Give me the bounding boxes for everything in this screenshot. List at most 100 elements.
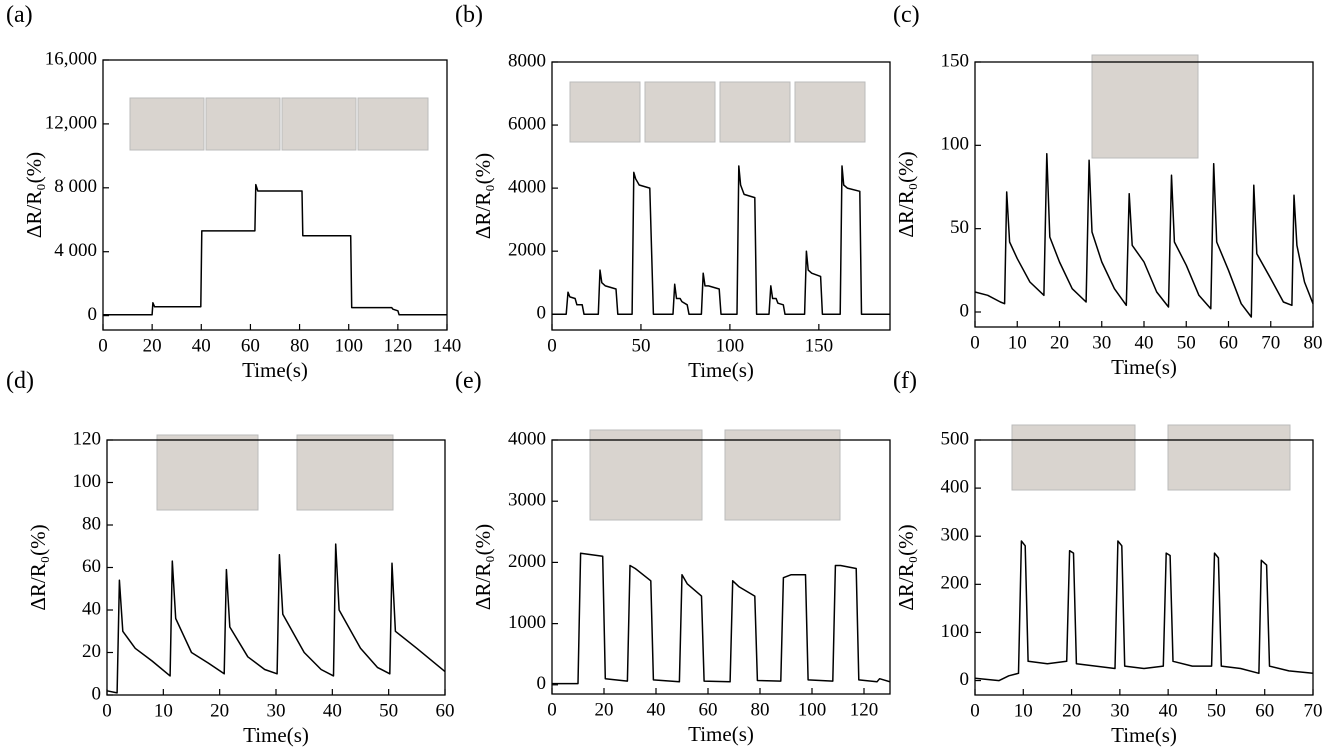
x-tick-label: 50 <box>379 700 398 721</box>
x-tick-label: 50 <box>1177 332 1196 353</box>
panel-label: (b) <box>455 2 483 28</box>
x-tick-label: 10 <box>1014 700 1033 721</box>
inset-photo <box>157 435 258 510</box>
y-tick-label: 100 <box>941 134 970 155</box>
panel-label: (f) <box>893 368 917 394</box>
y-tick-label: 50 <box>950 217 969 238</box>
x-tick-label: 20 <box>1050 332 1069 353</box>
x-tick-label: 40 <box>192 335 211 356</box>
y-tick-label: 80 <box>82 513 101 534</box>
panel-label: (a) <box>6 2 33 28</box>
x-tick-label: 40 <box>1159 700 1178 721</box>
y-axis-label: ΔR/R₀(%) <box>894 524 918 610</box>
x-tick-label: 150 <box>805 335 834 356</box>
panel-label: (d) <box>6 368 34 394</box>
x-tick-label: 140 <box>433 335 462 356</box>
data-line <box>107 544 445 693</box>
x-tick-label: 0 <box>970 700 980 721</box>
x-tick-label: 30 <box>1110 700 1129 721</box>
x-tick-label: 80 <box>751 699 770 720</box>
inset-photo <box>206 98 280 150</box>
y-tick-label: 400 <box>941 476 970 497</box>
panel-label: (e) <box>455 368 482 394</box>
inset-photo <box>1092 55 1198 158</box>
y-tick-label: 0 <box>92 683 102 704</box>
x-tick-label: 120 <box>384 335 413 356</box>
inset-photo <box>358 98 428 150</box>
y-axis-label: ΔR/R₀(%) <box>471 153 495 239</box>
y-tick-label: 200 <box>941 573 970 594</box>
y-tick-label: 12,000 <box>45 112 97 133</box>
x-tick-label: 20 <box>143 335 162 356</box>
y-axis-label: ΔR/R₀(%) <box>26 524 50 610</box>
y-tick-label: 150 <box>941 50 970 71</box>
x-tick-label: 70 <box>1304 700 1323 721</box>
y-tick-label: 0 <box>537 303 547 324</box>
data-line <box>552 166 890 314</box>
x-tick-label: 40 <box>1135 332 1154 353</box>
x-tick-label: 40 <box>323 700 342 721</box>
inset-photo <box>1012 425 1135 490</box>
y-tick-label: 6000 <box>508 113 546 134</box>
y-tick-label: 0 <box>960 300 970 321</box>
x-tick-label: 0 <box>98 335 108 356</box>
panel-label: (c) <box>893 2 920 28</box>
x-tick-label: 60 <box>241 335 260 356</box>
data-line <box>552 553 890 683</box>
y-tick-label: 100 <box>73 471 102 492</box>
x-tick-label: 50 <box>1207 700 1226 721</box>
y-axis-label: ΔR/R₀(%) <box>22 152 46 238</box>
figure: 02040608010012014004 0008 00012,00016,00… <box>0 0 1341 755</box>
x-tick-label: 30 <box>267 700 286 721</box>
x-tick-label: 100 <box>334 335 363 356</box>
x-tick-label: 10 <box>154 700 173 721</box>
y-tick-label: 8 000 <box>54 176 97 197</box>
inset-photo <box>725 430 840 520</box>
y-tick-label: 8000 <box>508 50 546 71</box>
y-tick-label: 20 <box>82 641 101 662</box>
y-tick-label: 60 <box>82 556 101 577</box>
inset-photo <box>645 82 715 142</box>
x-axis-label: Time(s) <box>243 723 309 747</box>
inset-photo <box>130 98 204 150</box>
x-tick-label: 20 <box>595 699 614 720</box>
inset-photo <box>720 82 790 142</box>
y-tick-label: 500 <box>941 428 970 449</box>
x-tick-label: 40 <box>647 699 666 720</box>
x-tick-label: 120 <box>850 699 879 720</box>
data-line <box>975 154 1313 317</box>
x-tick-label: 60 <box>1219 332 1238 353</box>
x-tick-label: 30 <box>1092 332 1111 353</box>
inset-photo <box>282 98 356 150</box>
y-tick-label: 0 <box>88 304 98 325</box>
y-tick-label: 4000 <box>508 176 546 197</box>
x-tick-label: 60 <box>436 700 455 721</box>
x-axis-label: Time(s) <box>688 358 754 382</box>
inset-photo <box>1168 425 1290 490</box>
x-tick-label: 80 <box>290 335 309 356</box>
y-tick-label: 16,000 <box>45 48 97 69</box>
inset-photo <box>570 82 640 142</box>
y-tick-label: 2000 <box>508 240 546 261</box>
x-axis-label: Time(s) <box>1111 723 1177 747</box>
x-axis-label: Time(s) <box>688 722 754 746</box>
x-axis-label: Time(s) <box>1111 355 1177 379</box>
y-tick-label: 3000 <box>508 490 546 511</box>
x-tick-label: 10 <box>1008 332 1027 353</box>
x-tick-label: 100 <box>716 335 745 356</box>
y-axis-label: ΔR/R₀(%) <box>471 524 495 610</box>
x-tick-label: 0 <box>547 699 557 720</box>
y-tick-label: 4 000 <box>54 240 97 261</box>
y-axis-label: ΔR/R₀(%) <box>894 151 918 237</box>
y-tick-label: 2000 <box>508 551 546 572</box>
x-tick-label: 0 <box>102 700 112 721</box>
x-tick-label: 70 <box>1261 332 1280 353</box>
y-tick-label: 100 <box>941 621 970 642</box>
y-tick-label: 4000 <box>508 428 546 449</box>
y-tick-label: 1000 <box>508 612 546 633</box>
x-tick-label: 60 <box>1255 700 1274 721</box>
x-tick-label: 100 <box>798 699 827 720</box>
x-tick-label: 0 <box>547 335 557 356</box>
inset-photo <box>795 82 865 142</box>
x-axis-label: Time(s) <box>242 358 308 382</box>
